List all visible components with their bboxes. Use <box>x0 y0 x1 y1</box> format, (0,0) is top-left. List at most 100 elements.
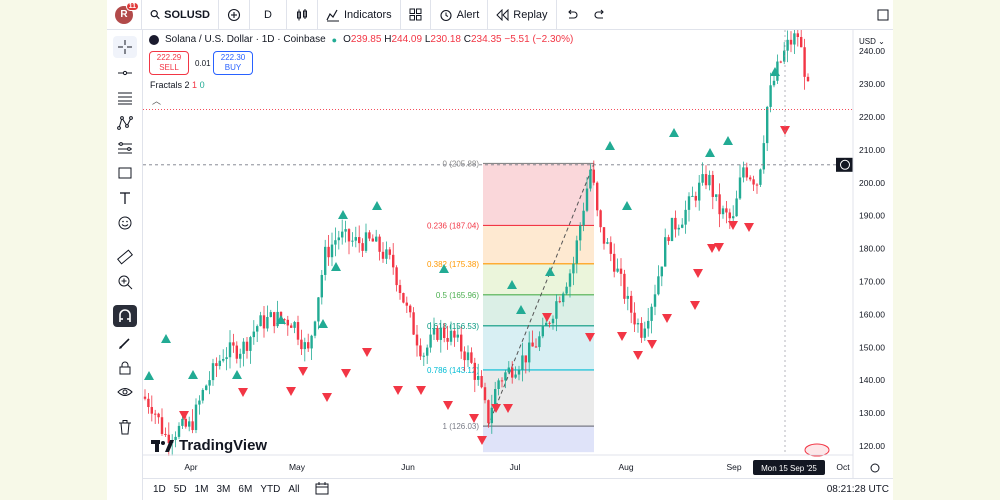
candle-body <box>534 346 538 348</box>
range-button-ytd[interactable]: YTD <box>260 484 281 495</box>
fullscreen-button[interactable] <box>877 9 889 24</box>
pattern-tool[interactable] <box>113 112 137 134</box>
interval-button[interactable]: D <box>250 0 287 30</box>
candle-body <box>538 336 541 348</box>
time-axis[interactable]: Apr May Jun Jul Aug Sep Oct Mon 15 Sep '25 <box>143 454 880 475</box>
measure-tool[interactable] <box>113 246 137 268</box>
user-menu[interactable]: R 11 <box>107 0 142 30</box>
magnet-tool[interactable] <box>113 305 137 327</box>
range-button-1m[interactable]: 1M <box>194 484 209 495</box>
crosshair-tool[interactable] <box>113 36 137 58</box>
text-tool[interactable] <box>113 187 137 209</box>
candle-body <box>473 362 476 380</box>
candle-body <box>249 337 252 351</box>
candle-body <box>786 39 789 51</box>
fractals-param-1: 1 <box>192 80 198 90</box>
candle-body <box>334 240 337 245</box>
candle-body <box>521 355 524 370</box>
fractals-indicator-legend[interactable]: Fractals 2 1 0 <box>150 80 205 90</box>
fib-trend-line <box>487 163 595 427</box>
candle-body <box>460 334 463 352</box>
candle-body <box>606 242 609 244</box>
candle-body <box>205 385 208 390</box>
candle-body <box>188 421 191 427</box>
go-to-date-button[interactable] <box>315 481 329 498</box>
fractal-down-marker <box>416 386 426 395</box>
candle-body <box>347 229 351 242</box>
range-button-all[interactable]: All <box>288 484 300 495</box>
range-button-5d[interactable]: 5D <box>173 484 187 495</box>
fib-retracement-drawing[interactable]: 0 (205.88) 0.236 (187.04) 0.382 (175.38) 0.… <box>427 159 595 453</box>
candle-body <box>456 334 459 338</box>
candle-body <box>385 249 388 259</box>
fractal-up-marker <box>669 128 679 137</box>
candle-body <box>558 301 561 303</box>
chart-pane[interactable]: 0 (205.88) 0.236 (187.04) 0.382 (175.38) 0.… <box>143 21 893 478</box>
candle-body <box>341 231 344 238</box>
legend-title[interactable]: Solana / U.S. Dollar · 1D · Coinbase <box>165 34 326 45</box>
utc-clock[interactable]: 08:21:28 UTC <box>826 484 889 495</box>
fractal-down-marker <box>633 351 643 360</box>
candle-body <box>409 305 412 313</box>
price-axis[interactable]: USD ⌄240.00 230.00 220.00 210.00 200.00 190.0… <box>852 30 893 478</box>
buy-price: 222.30 <box>220 53 246 62</box>
candle-body <box>194 404 198 431</box>
candle-body <box>147 398 150 408</box>
range-button-3m[interactable]: 3M <box>216 484 231 495</box>
fib-zone <box>483 369 594 427</box>
candle-body <box>256 326 259 332</box>
tradingview-wordmark: TradingView <box>179 437 268 454</box>
candle-body <box>327 246 330 258</box>
fractal-down-marker <box>714 243 724 252</box>
chart-type-button[interactable] <box>287 0 318 30</box>
undo-button[interactable] <box>557 0 586 30</box>
indicators-button[interactable]: Indicators <box>318 0 401 30</box>
collapse-legend-button[interactable]: ︿ <box>152 94 161 107</box>
remove-drawings-tool[interactable] <box>113 416 137 438</box>
candle-body <box>483 387 487 401</box>
fib-level-label: 0.236 (187.04) <box>427 221 479 230</box>
candle-body <box>664 237 667 267</box>
redo-button[interactable] <box>586 0 615 30</box>
sell-button[interactable]: 222.29 SELL <box>149 51 189 75</box>
interval-label: D <box>264 8 272 21</box>
candle-body <box>422 355 425 357</box>
symbol-name: SOLUSD <box>164 8 210 21</box>
price-tick-label: 130.00 <box>859 408 885 418</box>
grid-icon <box>409 8 422 21</box>
zoom-tool[interactable] <box>113 271 137 293</box>
hide-drawings-tool[interactable] <box>113 381 137 403</box>
replay-icon <box>496 8 509 21</box>
fib-tool[interactable] <box>113 87 137 109</box>
crosshair-icon <box>118 40 132 54</box>
price-chart[interactable]: 0 (205.88) 0.236 (187.04) 0.382 (175.38) 0.… <box>143 21 893 478</box>
range-button-6m[interactable]: 6M <box>238 484 253 495</box>
candle-body <box>708 174 711 186</box>
shapes-tool[interactable] <box>113 162 137 184</box>
candle-body <box>681 224 684 228</box>
layout-templates-button[interactable] <box>401 0 431 30</box>
fractal-down-marker <box>744 223 754 232</box>
sell-label: SELL <box>159 63 179 72</box>
candle-body <box>381 251 385 259</box>
replay-button[interactable]: Replay <box>488 0 557 30</box>
lock-drawings-tool[interactable] <box>113 357 137 379</box>
candle-body <box>181 418 184 426</box>
avatar[interactable]: R 11 <box>115 1 139 24</box>
notification-badge: 11 <box>125 1 139 11</box>
icons-tool[interactable] <box>113 212 137 234</box>
buy-button[interactable]: 222.30 BUY <box>213 51 253 75</box>
compare-symbol-button[interactable] <box>219 0 250 30</box>
candle-body <box>222 359 225 361</box>
magnet-icon <box>119 309 131 322</box>
range-button-1d[interactable]: 1D <box>153 484 166 495</box>
fractal-up-marker <box>723 136 733 145</box>
candle-body <box>439 327 442 340</box>
forecasting-tool[interactable] <box>113 137 137 159</box>
keep-drawing-tool[interactable] <box>113 332 137 354</box>
trend-line-tool[interactable] <box>113 62 137 84</box>
alert-button[interactable]: Alert <box>431 0 489 30</box>
symbol-search-button[interactable]: SOLUSD <box>142 0 219 30</box>
candle-body <box>310 335 313 349</box>
candle-body <box>548 322 551 324</box>
